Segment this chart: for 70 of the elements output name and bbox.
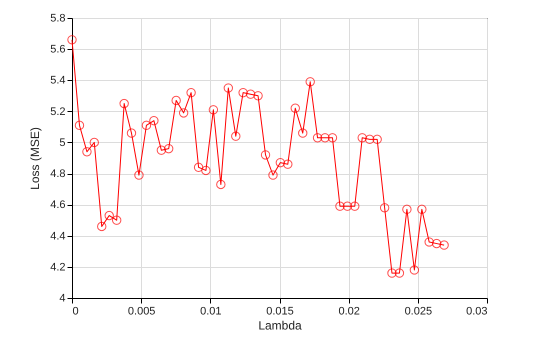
x-tick-label: 0.02 (338, 306, 360, 318)
point (156, 146, 166, 155)
x-axis-title: Lambda (258, 318, 302, 332)
point (126, 128, 136, 138)
point (238, 88, 248, 98)
point (90, 138, 99, 148)
point (112, 216, 122, 225)
y-tick-label: 4.8 (50, 168, 66, 180)
y-tick-label: 4 (59, 292, 66, 304)
point (268, 170, 278, 180)
point (312, 133, 322, 142)
x-tick-label: 0.01 (200, 306, 222, 318)
point (276, 158, 286, 168)
point (424, 237, 434, 247)
y-tick-label: 4.4 (50, 230, 66, 242)
point (417, 204, 427, 214)
point (358, 133, 367, 142)
point (439, 240, 449, 250)
y-axis-title: Loss (MSE) (28, 127, 42, 190)
point (119, 98, 129, 108)
point (171, 96, 181, 106)
point (201, 166, 211, 176)
point (402, 204, 412, 214)
point (104, 210, 114, 220)
point (67, 35, 77, 44)
point (134, 170, 144, 180)
point (394, 268, 404, 278)
point (372, 134, 382, 144)
y-tick-label: 5.4 (50, 74, 66, 87)
point (342, 202, 352, 211)
y-tick-label: 4.2 (50, 261, 66, 274)
point (306, 77, 315, 86)
point (224, 83, 233, 93)
point (380, 203, 390, 212)
point (178, 108, 188, 118)
y-tick-label: 5.8 (50, 12, 66, 24)
point (97, 222, 106, 232)
point (298, 128, 308, 138)
point (335, 202, 345, 211)
point (328, 133, 338, 142)
point (149, 116, 159, 126)
point (231, 132, 240, 141)
point (350, 202, 360, 211)
point (186, 88, 196, 98)
point (194, 162, 204, 172)
point (320, 133, 330, 142)
y-tick-label: 5.6 (50, 44, 66, 56)
point (253, 91, 263, 100)
y-tick-label: 4.6 (50, 199, 66, 212)
point (432, 238, 442, 248)
point (142, 120, 152, 130)
x-tick-label: 0 (72, 306, 79, 318)
x-tick-label: 0.025 (404, 306, 432, 318)
y-tick-label: 5 (59, 136, 66, 149)
point (74, 120, 84, 130)
point (216, 180, 226, 190)
point (365, 134, 374, 144)
point (164, 144, 174, 154)
x-tick-label: 0.015 (266, 306, 294, 318)
point (260, 150, 270, 160)
point (290, 104, 300, 113)
point (387, 268, 397, 278)
point (410, 265, 420, 275)
point (283, 160, 292, 169)
point (246, 90, 256, 99)
point (82, 147, 92, 156)
point (208, 105, 218, 114)
x-tick-label: 0.005 (128, 306, 156, 318)
x-tick-label: 0.03 (466, 306, 488, 318)
y-tick-label: 5.2 (50, 106, 66, 118)
